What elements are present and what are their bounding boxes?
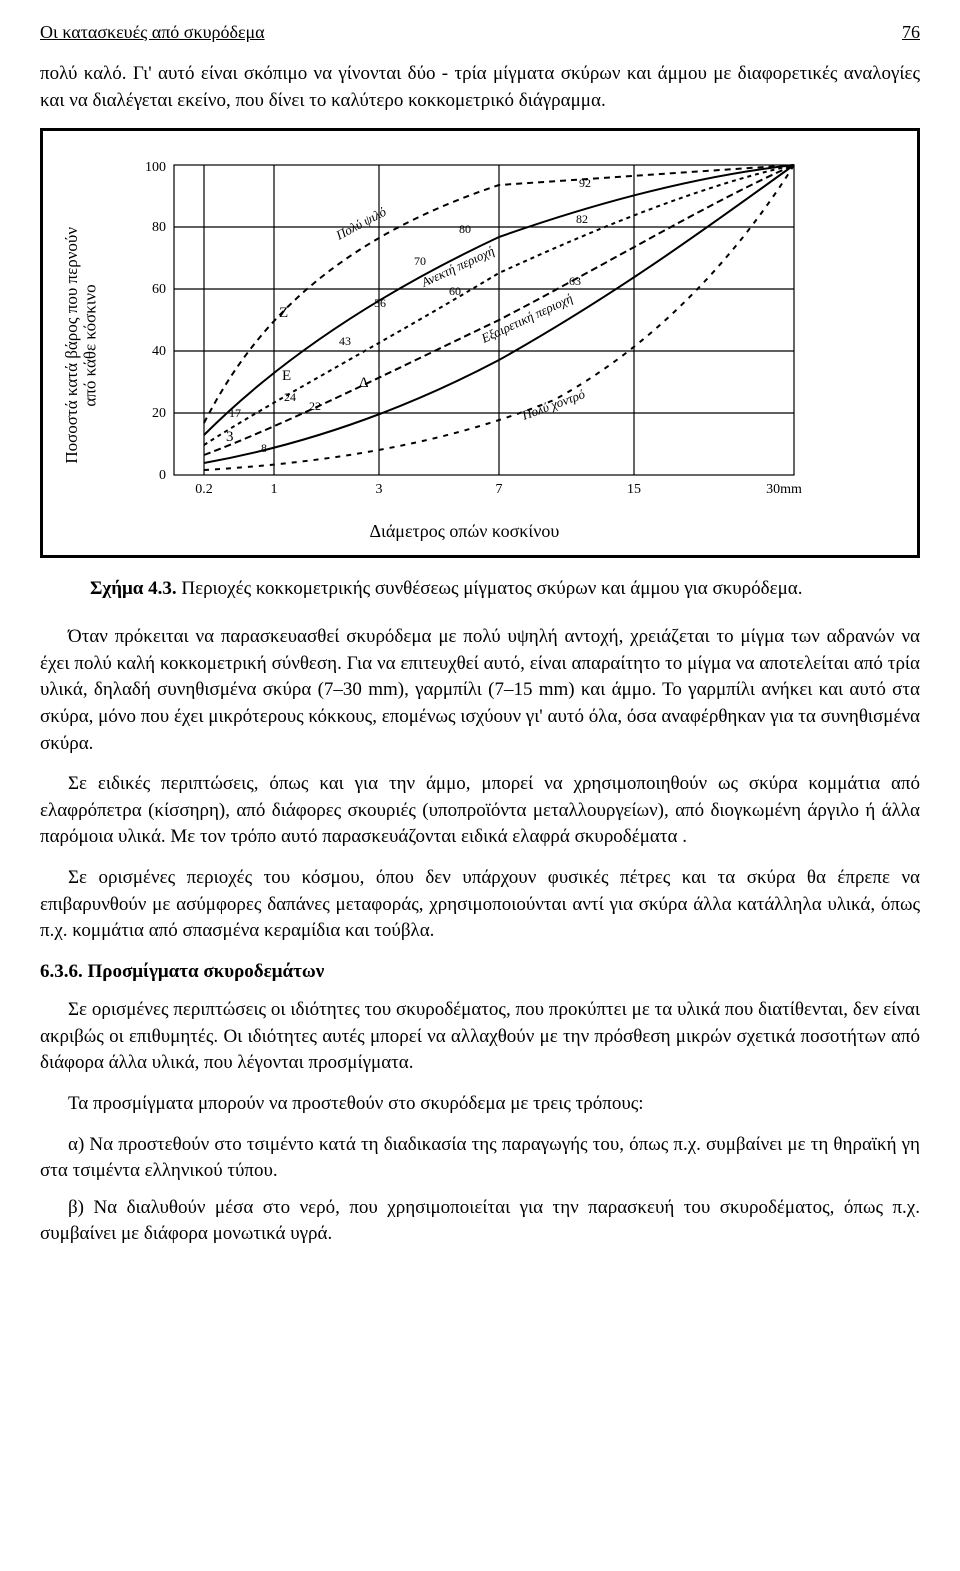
grading-chart: 17 24 43 56 70 8 22 60 80 63 82 92 Z E — [104, 145, 824, 515]
svg-text:Z: Z — [279, 305, 288, 321]
svg-text:17: 17 — [229, 406, 241, 420]
para-5: Σε ορισμένες περιπτώσεις οι ιδιότητες το… — [40, 997, 920, 1077]
svg-text:E: E — [282, 368, 291, 384]
svg-text:92: 92 — [579, 176, 591, 190]
svg-text:24: 24 — [284, 390, 296, 404]
svg-text:Δ: Δ — [359, 375, 369, 391]
ytick-3: 60 — [152, 282, 166, 297]
list-item-b: β) Να διαλυθούν μέσα στο νερό, που χρησι… — [40, 1195, 920, 1248]
svg-text:63: 63 — [569, 274, 581, 288]
para-3: Σε ειδικές περιπτώσεις, όπως και για την… — [40, 771, 920, 851]
x-axis-label: Διάμετρος οπών κοσκίνου — [104, 519, 824, 544]
running-header: Οι κατασκευές από σκυρόδεμα 76 — [40, 20, 920, 45]
ylabel-line1: Ποσοστά κατά βάρος που περνούν — [62, 227, 81, 464]
svg-text:82: 82 — [576, 212, 588, 226]
ytick-2: 40 — [152, 344, 166, 359]
svg-text:Πολύ ψιλό: Πολύ ψιλό — [333, 204, 390, 244]
svg-text:60: 60 — [449, 284, 461, 298]
ytick-4: 80 — [152, 220, 166, 235]
svg-text:Πολύ χοντρό: Πολύ χοντρό — [519, 386, 587, 423]
section-num: 6.3.6. — [40, 961, 83, 982]
xtick-1: 1 — [271, 482, 278, 497]
xtick-2: 3 — [376, 482, 383, 497]
svg-text:8: 8 — [261, 441, 267, 455]
ytick-5: 100 — [145, 160, 166, 175]
section-title: Προσμίγματα σκυροδεμάτων — [88, 961, 325, 982]
header-left: Οι κατασκευές από σκυρόδεμα — [40, 20, 265, 45]
svg-text:56: 56 — [374, 296, 386, 310]
section-heading: 6.3.6. Προσμίγματα σκυροδεμάτων — [40, 959, 920, 986]
svg-text:3: 3 — [226, 429, 234, 445]
svg-text:22: 22 — [309, 399, 321, 413]
para-6: Τα προσμίγματα μπορούν να προστεθούν στο… — [40, 1091, 920, 1118]
xtick-4: 15 — [627, 482, 641, 497]
ylabel-line2: από κάθε κόσκινο — [81, 284, 100, 406]
list-item-a: α) Να προστεθούν στο τσιμέντο κατά τη δι… — [40, 1132, 920, 1185]
xtick-5: 30mm — [766, 482, 802, 497]
svg-text:70: 70 — [414, 254, 426, 268]
figure-4-3: Ποσοστά κατά βάρος που περνούν από κάθε … — [40, 128, 920, 557]
caption-text: Περιοχές κοκκομετρικής συνθέσεως μίγματο… — [181, 578, 802, 599]
svg-text:80: 80 — [459, 222, 471, 236]
para-2: Όταν πρόκειται να παρασκευασθεί σκυρόδεμ… — [40, 624, 920, 757]
y-axis-label: Ποσοστά κατά βάρος που περνούν από κάθε … — [63, 227, 100, 464]
para-4: Σε ορισμένες περιοχές του κόσμου, όπου δ… — [40, 865, 920, 945]
figure-caption: Σχήμα 4.3. Περιοχές κοκκομετρικής συνθέσ… — [90, 576, 870, 603]
xtick-0: 0.2 — [196, 482, 214, 497]
page-number: 76 — [902, 20, 920, 45]
xtick-3: 7 — [496, 482, 503, 497]
ytick-1: 20 — [152, 406, 166, 421]
svg-text:Εξαιρετική περιοχή: Εξαιρετική περιοχή — [478, 291, 575, 347]
caption-lead: Σχήμα 4.3. — [90, 578, 177, 599]
para-intro: πολύ καλό. Γι' αυτό είναι σκόπιμο να γίν… — [40, 61, 920, 114]
chart-svg-wrap: 17 24 43 56 70 8 22 60 80 63 82 92 Z E — [104, 145, 824, 544]
svg-text:43: 43 — [339, 334, 351, 348]
ytick-0: 0 — [159, 468, 166, 483]
